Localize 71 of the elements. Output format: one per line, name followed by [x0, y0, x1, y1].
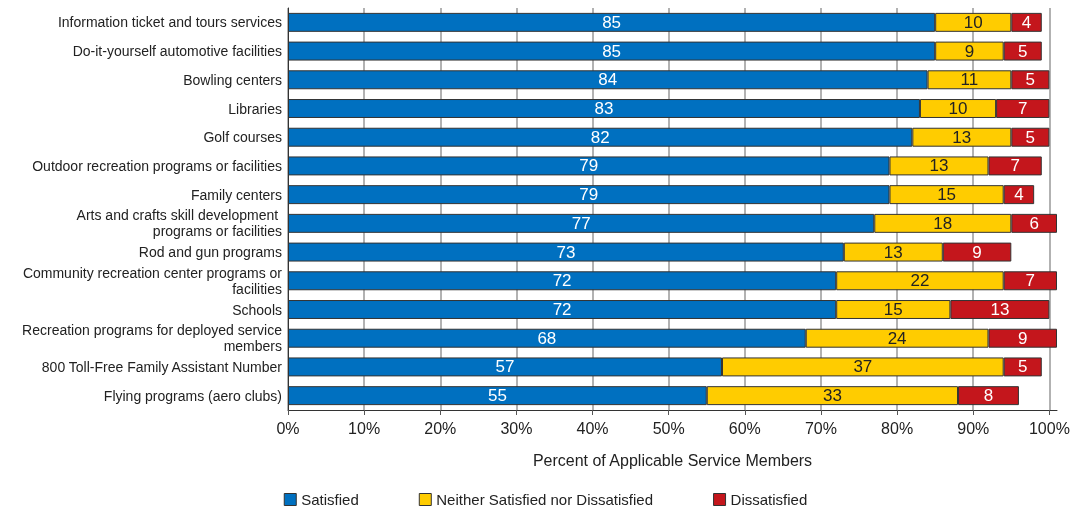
data-label: 10 — [963, 12, 983, 32]
legend-label: Neither Satisfied nor Dissatisfied — [436, 491, 654, 508]
data-label: 83 — [594, 99, 614, 118]
data-label: 4 — [1014, 185, 1024, 205]
x-tick-label: 80% — [881, 419, 914, 437]
x-tick-label: 60% — [728, 419, 761, 437]
data-label: 11 — [960, 70, 979, 90]
y-tick-label: Family centers — [190, 186, 282, 203]
x-tick-label: 90% — [957, 419, 990, 437]
data-label: 5 — [1025, 70, 1036, 90]
y-tick-label: Recreation programs for deployed service members — [22, 322, 283, 355]
data-label: 85 — [602, 12, 622, 32]
legend-label: Dissatisfied — [730, 491, 808, 508]
data-label: 85 — [602, 41, 622, 61]
y-tick-label: Flying programs (aero clubs) — [103, 387, 282, 404]
data-label: 13 — [990, 300, 1010, 319]
data-label: 77 — [571, 213, 591, 233]
x-tick-label: 0% — [276, 419, 300, 437]
x-tick-label: 70% — [804, 419, 837, 437]
data-label: 7 — [1018, 99, 1028, 118]
x-tick-label: 10% — [348, 419, 381, 437]
data-label: 4 — [1021, 12, 1032, 32]
data-label: 79 — [579, 185, 599, 205]
data-label: 22 — [910, 271, 930, 291]
data-label: 7 — [1025, 271, 1036, 291]
data-label: 73 — [556, 242, 576, 262]
y-tick-label: Rod and gun programs — [138, 244, 282, 261]
y-tick-label: 800 Toll-Free Family Assistant Number — [41, 358, 283, 375]
data-label: 37 — [853, 357, 873, 377]
y-tick-label: Golf courses — [203, 129, 282, 146]
y-tick-label: Schools — [232, 301, 282, 318]
y-tick-label: Community recreation center programs or facilities — [22, 264, 283, 297]
data-label: 33 — [822, 386, 842, 406]
y-tick-label: Bowling centers — [183, 71, 282, 88]
legend-label: Satisfied — [301, 491, 359, 508]
data-label: 24 — [887, 328, 907, 348]
y-tick-label: Information ticket and tours services — [57, 14, 282, 31]
x-tick-label: 20% — [424, 419, 457, 437]
data-label: 13 — [883, 242, 903, 262]
data-label: 15 — [883, 300, 903, 319]
y-tick-label: Arts and crafts skill development programs or facilities — [76, 207, 282, 240]
data-label: 10 — [948, 99, 968, 118]
x-tick-label: 30% — [500, 419, 533, 437]
data-label: 13 — [952, 127, 972, 147]
data-label: 5 — [1018, 41, 1028, 61]
y-tick-label: Libraries — [228, 100, 282, 117]
data-label: 9 — [972, 242, 982, 262]
y-tick-label: Outdoor recreation programs or facilities — [32, 157, 282, 174]
data-label: 18 — [933, 213, 953, 233]
data-label: 82 — [590, 127, 610, 147]
data-label: 79 — [579, 156, 599, 176]
data-label: 57 — [495, 357, 515, 377]
data-label: 72 — [552, 300, 572, 319]
data-label: 9 — [1018, 328, 1028, 348]
data-label: 72 — [552, 271, 572, 291]
data-label: 6 — [1029, 213, 1039, 233]
x-tick-label: 40% — [576, 419, 609, 437]
x-tick-label: 50% — [652, 419, 685, 437]
data-label: 5 — [1018, 357, 1028, 377]
data-label: 84 — [598, 70, 618, 90]
data-label: 5 — [1025, 127, 1036, 147]
y-tick-label: Do-it-yourself automotive facilities — [72, 43, 282, 60]
data-label: 8 — [983, 386, 994, 406]
data-label: 55 — [487, 386, 507, 406]
x-tick-label: 100% — [1028, 419, 1070, 437]
data-label: 15 — [937, 185, 957, 205]
data-label: 7 — [1010, 156, 1020, 176]
x-axis-title: Percent of Applicable Service Members — [532, 451, 813, 469]
data-label: 68 — [537, 328, 557, 348]
data-label: 13 — [929, 156, 949, 176]
data-label: 9 — [964, 41, 975, 61]
